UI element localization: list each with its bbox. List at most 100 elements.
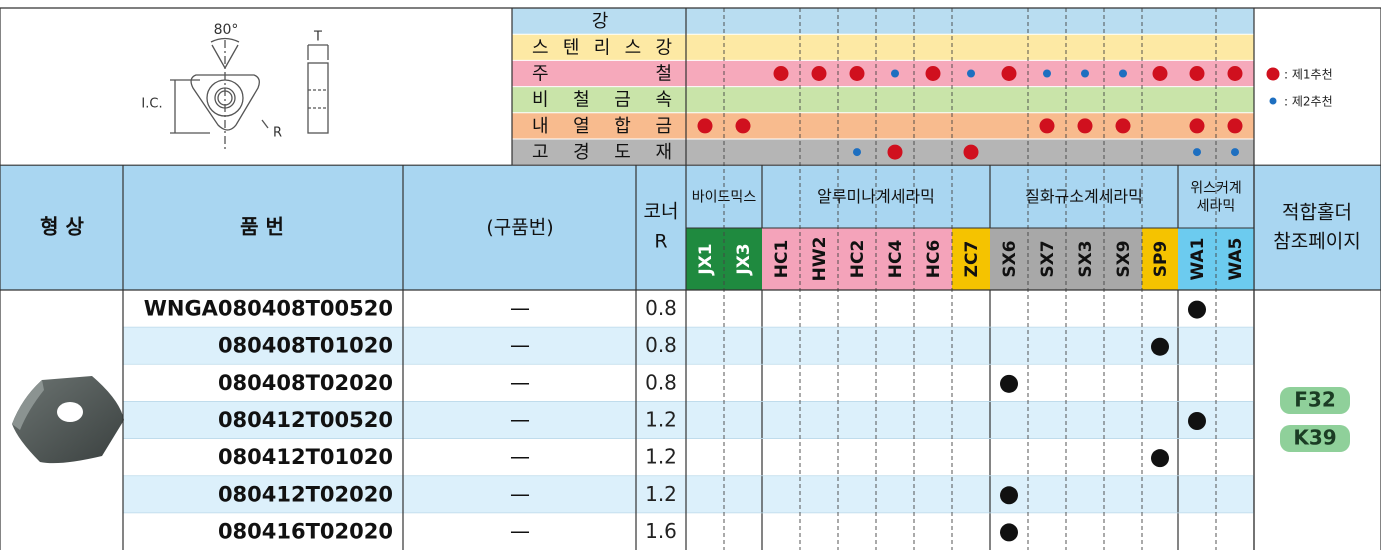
part-number: 080416T02020 xyxy=(218,519,393,543)
header-holder: 참조페이지 xyxy=(1273,231,1360,253)
grade-dot xyxy=(1151,337,1169,356)
second-recommend-dot xyxy=(1081,69,1089,78)
grade-code: SX9 xyxy=(1114,240,1134,277)
insert-photo xyxy=(12,376,124,464)
old-part: — xyxy=(510,445,530,469)
first-recommend-dot xyxy=(1189,118,1205,134)
header-part: 품 번 xyxy=(240,215,284,239)
first-recommend-dot xyxy=(887,144,903,160)
grade-dot xyxy=(1000,374,1018,393)
row-stripe xyxy=(123,475,1254,513)
grade-cell xyxy=(914,228,952,290)
first-recommend-dot xyxy=(811,66,827,81)
old-part: — xyxy=(510,408,530,432)
corner-r: 1.2 xyxy=(645,482,677,506)
corner-r: 1.6 xyxy=(645,519,677,543)
grade-dot xyxy=(1188,412,1206,430)
grade-code: JX3 xyxy=(734,243,754,275)
holder-page: K39 xyxy=(1293,426,1336,450)
first-recommend-dot xyxy=(849,66,865,81)
row-stripe xyxy=(123,401,1254,439)
corner-r: 0.8 xyxy=(645,296,677,320)
grade-code: JX1 xyxy=(696,243,716,275)
grade-cell xyxy=(686,228,724,290)
material-name: 강 xyxy=(592,11,609,32)
first-recommend-dot xyxy=(1115,118,1131,134)
grade-dot xyxy=(1188,300,1206,319)
first-recommend-dot xyxy=(1152,66,1168,81)
first-recommend-dot xyxy=(963,144,979,160)
old-part: — xyxy=(510,519,530,543)
grade-cell xyxy=(838,228,876,290)
grade-code: SX6 xyxy=(1000,240,1020,277)
second-recommend-dot xyxy=(891,69,899,78)
header-corner: 코너 xyxy=(644,201,679,223)
first-recommend-dot xyxy=(1039,118,1055,134)
first-recommend-dot xyxy=(1227,118,1243,134)
grade-code: HC1 xyxy=(772,240,792,279)
corner-r: 1.2 xyxy=(645,408,677,432)
holder-badge[interactable] xyxy=(1280,425,1350,452)
first-recommend-dot xyxy=(1001,66,1017,81)
material-name: 스텐리스강 xyxy=(532,37,672,58)
old-part: — xyxy=(510,296,530,320)
part-number: 080408T02020 xyxy=(218,371,393,395)
part-number: WNGA080408T00520 xyxy=(144,297,393,321)
insert-diagram xyxy=(170,37,329,150)
ic-label: I.C. xyxy=(141,97,162,112)
first-recommend-dot xyxy=(773,66,789,81)
grade-cell xyxy=(1142,228,1178,290)
header-old: (구품번) xyxy=(486,217,553,239)
part-number: 080412T02020 xyxy=(218,482,393,506)
grade-cell xyxy=(1066,228,1104,290)
old-part: — xyxy=(510,370,530,394)
material-band xyxy=(512,8,1254,35)
grade-dot xyxy=(1000,523,1018,542)
grade-code: ZC7 xyxy=(962,241,982,278)
first-recommend-dot xyxy=(735,118,751,134)
radius-label: R xyxy=(273,126,282,141)
material-band xyxy=(512,60,1254,87)
group-name: 알루미나계세라믹 xyxy=(817,187,935,206)
header-corner: R xyxy=(654,231,667,253)
header-shape: 형 상 xyxy=(40,215,84,239)
grade-cell xyxy=(952,228,990,290)
grade-cell xyxy=(1104,228,1142,290)
legend-label: : 제2추천 xyxy=(1284,94,1333,109)
part-number: 080412T01020 xyxy=(218,445,393,469)
grade-cell xyxy=(1216,228,1254,290)
old-part: — xyxy=(510,482,530,506)
second-recommend-dot xyxy=(1043,69,1051,78)
grade-cell xyxy=(876,228,914,290)
part-number: 080412T00520 xyxy=(218,408,393,432)
first-recommend-dot xyxy=(1227,66,1243,81)
material-band xyxy=(512,86,1254,113)
grade-code: SP9 xyxy=(1151,241,1171,278)
grade-code: WA5 xyxy=(1226,238,1246,281)
first-recommend-dot xyxy=(697,118,713,134)
grade-cell xyxy=(800,228,838,290)
grade-dot xyxy=(1000,486,1018,505)
first-recommend-dot xyxy=(1077,118,1093,134)
corner-r: 0.8 xyxy=(645,370,677,394)
second-recommend-dot xyxy=(1231,148,1239,157)
header-holder: 적합홀더 xyxy=(1282,202,1352,224)
grade-code: HC2 xyxy=(848,240,868,279)
grade-code: HW2 xyxy=(810,237,830,282)
grade-cell xyxy=(990,228,1028,290)
group-name: 위스커계 xyxy=(1190,181,1242,197)
grade-cell xyxy=(1028,228,1066,290)
corner-r: 1.2 xyxy=(645,445,677,469)
first-recommend-dot xyxy=(1189,66,1205,81)
grade-code: SX7 xyxy=(1038,240,1058,277)
corner-r: 0.8 xyxy=(645,333,677,357)
holder-badge[interactable] xyxy=(1280,387,1350,414)
legend-dot xyxy=(1266,67,1280,81)
legend-dot xyxy=(1269,97,1277,105)
grade-cell xyxy=(762,228,800,290)
second-recommend-dot xyxy=(1119,69,1127,78)
row-stripe xyxy=(123,327,1254,365)
holder-page: F32 xyxy=(1294,388,1336,412)
